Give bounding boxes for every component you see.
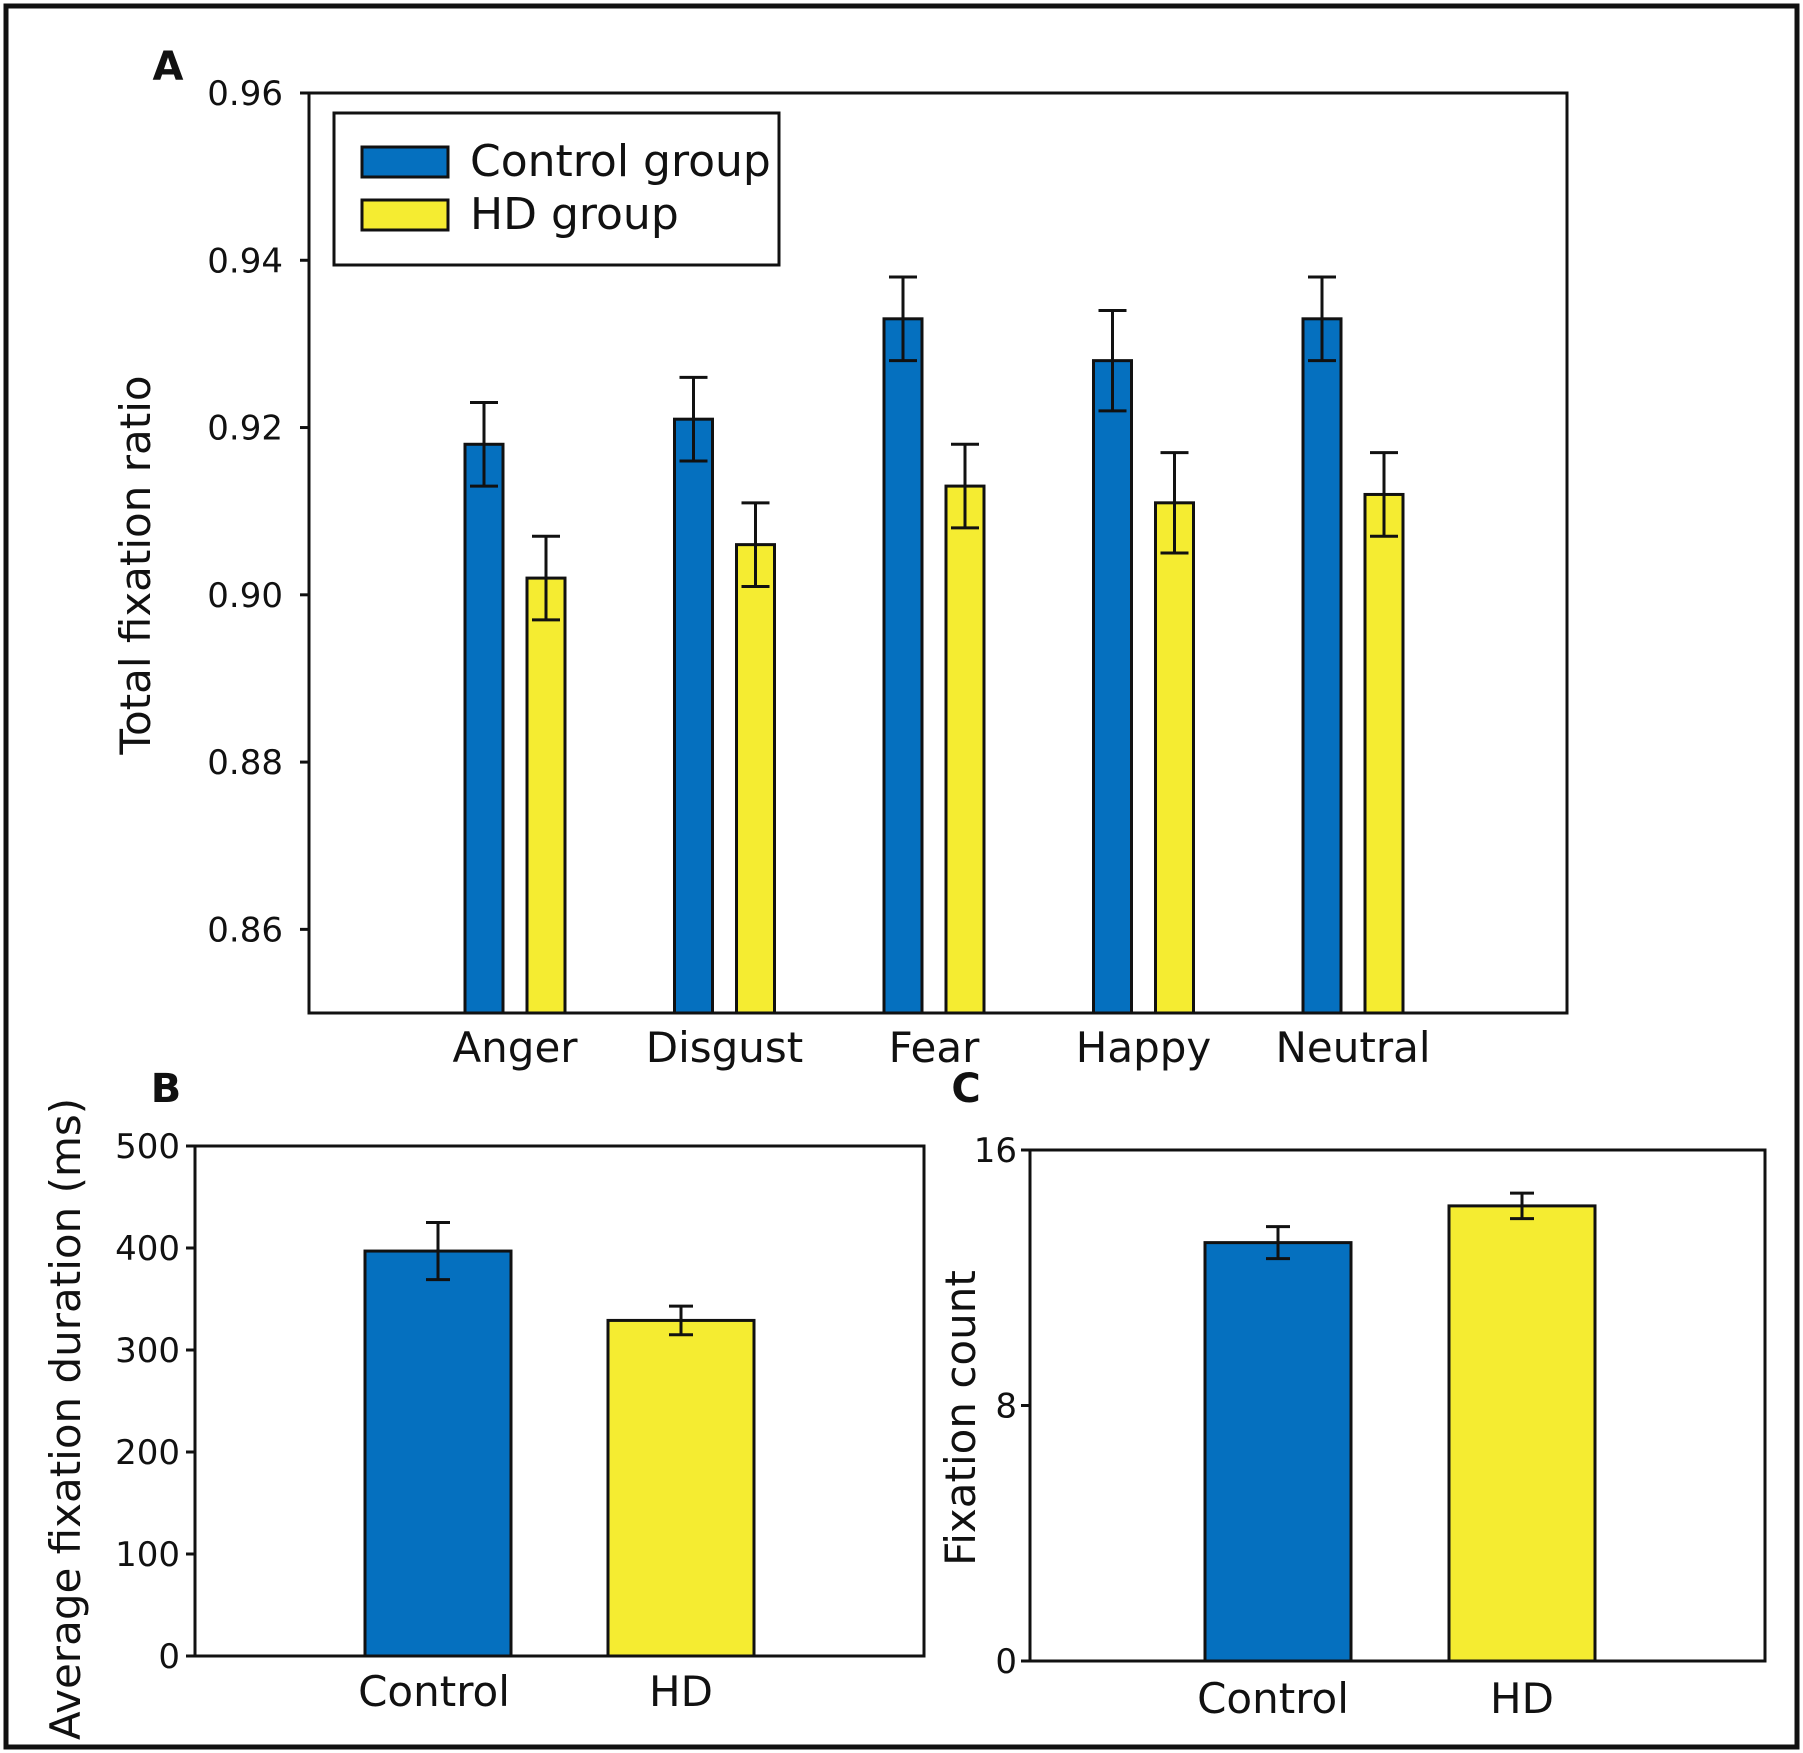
bar-control-neutral <box>1301 317 1343 1015</box>
legend-label-control: Control group <box>470 136 771 187</box>
y-tick-label: 0.88 <box>207 743 283 783</box>
y-tick-label: 0 <box>158 1637 180 1677</box>
panel-letter-a: A <box>153 44 184 90</box>
legend-label-hd: HD group <box>470 189 679 240</box>
legend: Control group HD group <box>332 111 781 267</box>
y-tick-label: 400 <box>115 1229 180 1269</box>
y-tick-label: 16 <box>974 1131 1017 1171</box>
panel-c: C 0 8 16 Control HD Fixation count <box>936 1066 1767 1723</box>
y-tick-label: 200 <box>115 1433 180 1473</box>
x-tick-label-control: Control <box>1197 1674 1349 1723</box>
y-tick-label: 300 <box>115 1331 180 1371</box>
x-tick-label-hd: HD <box>649 1667 713 1716</box>
bar-control-duration <box>363 1249 513 1658</box>
bar-control-fear <box>882 317 924 1015</box>
y-axis-title-c: Fixation count <box>936 1270 985 1566</box>
bar-control-happy <box>1092 359 1133 1015</box>
y-tick-label: 0.94 <box>207 241 283 281</box>
x-tick-label-anger: Anger <box>452 1023 578 1072</box>
y-tick-label: 8 <box>995 1387 1017 1427</box>
y-tick-label: 100 <box>115 1535 180 1575</box>
bar-hd-anger <box>525 576 567 1015</box>
legend-swatch-hd <box>360 198 450 232</box>
panel-a: A 0.86 0.88 0.90 0.92 0.94 0.96 Anger Disgust F… <box>111 44 1569 1072</box>
y-axis-title-b: Average fixation duration (ms) <box>41 1098 90 1740</box>
bar-hd-duration <box>606 1318 756 1658</box>
bar-hd-disgust <box>735 543 776 1015</box>
y-tick-label: 0 <box>995 1642 1017 1682</box>
x-tick-label-control: Control <box>358 1667 510 1716</box>
panel-letter-b: B <box>151 1066 182 1112</box>
y-tick-label: 0.86 <box>207 910 283 950</box>
bar-hd-neutral <box>1363 492 1405 1015</box>
legend-swatch-control <box>360 145 450 179</box>
bar-control-disgust <box>673 417 714 1015</box>
panel-letter-c: C <box>951 1066 980 1112</box>
y-tick-label: 500 <box>115 1127 180 1167</box>
bar-hd-happy <box>1154 501 1195 1015</box>
x-tick-label-disgust: Disgust <box>646 1023 804 1072</box>
x-tick-label-hd: HD <box>1490 1674 1554 1723</box>
plot-frame-c <box>1028 1148 1767 1663</box>
y-axis-title-a: Total fixation ratio <box>111 375 160 755</box>
bar-control-count <box>1203 1241 1353 1663</box>
plot-frame-b <box>193 1144 926 1658</box>
legend-box <box>332 111 781 267</box>
x-tick-label-happy: Happy <box>1076 1023 1212 1072</box>
bar-hd-count <box>1447 1204 1597 1663</box>
bar-hd-fear <box>944 484 986 1015</box>
x-tick-label-neutral: Neutral <box>1275 1023 1430 1072</box>
bar-control-anger <box>463 442 505 1015</box>
y-tick-label: 0.90 <box>207 576 283 616</box>
y-tick-label: 0.92 <box>207 409 283 449</box>
plot-frame-a <box>307 91 1569 1015</box>
x-tick-label-fear: Fear <box>889 1023 980 1072</box>
panel-b: B 0 100 200 300 400 500 Control HD Average fix… <box>41 1066 926 1740</box>
y-tick-label: 0.96 <box>207 74 283 114</box>
